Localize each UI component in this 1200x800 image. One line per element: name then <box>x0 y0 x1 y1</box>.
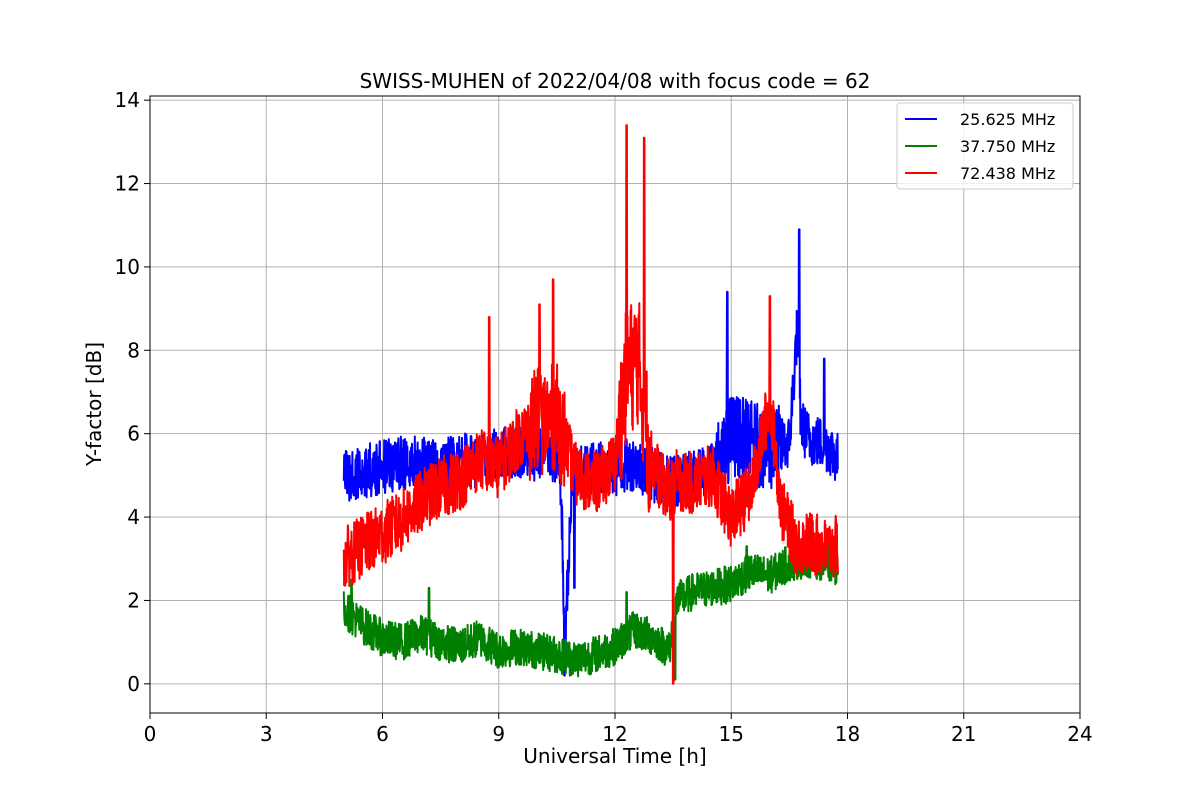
legend-label: 25.625 MHz <box>960 110 1055 129</box>
y-axis-label: Y-factor [dB] <box>82 342 106 467</box>
x-axis-label: Universal Time [h] <box>523 744 706 768</box>
y-tick-label: 8 <box>127 338 140 362</box>
y-tick-label: 10 <box>115 255 140 279</box>
x-tick-label: 12 <box>602 722 627 746</box>
x-tick-label: 15 <box>719 722 744 746</box>
legend: 25.625 MHz 37.750 MHz 72.438 MHz <box>896 102 1074 190</box>
y-tick-label: 2 <box>127 588 140 612</box>
x-tick-label: 18 <box>835 722 860 746</box>
x-tick-label: 6 <box>376 722 389 746</box>
series-line-2 <box>342 540 839 681</box>
legend-box <box>896 102 1074 190</box>
x-tick-label: 9 <box>492 722 505 746</box>
legend-label: 72.438 MHz <box>960 164 1055 183</box>
chart-title: SWISS-MUHEN of 2022/04/08 with focus cod… <box>360 69 871 93</box>
y-tick-label: 14 <box>115 88 140 112</box>
x-tick-label: 0 <box>144 722 157 746</box>
y-tick-label: 6 <box>127 422 140 446</box>
y-tick-label: 12 <box>115 172 140 196</box>
series-line-1 <box>342 228 839 677</box>
x-tick-label: 24 <box>1067 722 1092 746</box>
legend-label: 37.750 MHz <box>960 137 1055 156</box>
x-tick-label: 3 <box>260 722 273 746</box>
y-tick-label: 0 <box>127 672 140 696</box>
series-line-3 <box>342 124 839 685</box>
plot-area <box>342 124 839 685</box>
y-tick-label: 4 <box>127 505 140 529</box>
x-tick-label: 21 <box>951 722 976 746</box>
